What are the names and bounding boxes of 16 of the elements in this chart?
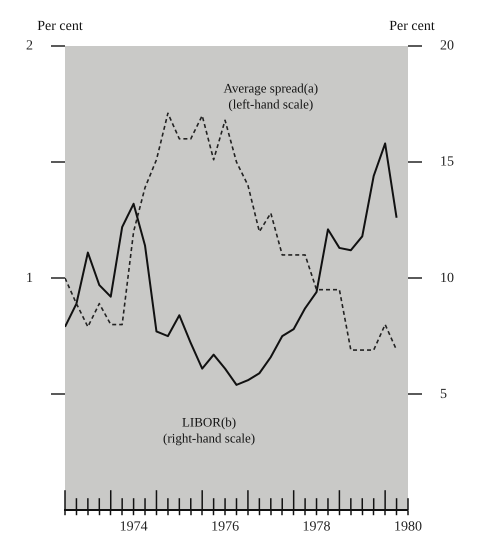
y-tick-label: 2 — [26, 38, 33, 54]
x-tick-label: 1974 — [120, 519, 148, 534]
y-axis-title: Per cent — [37, 19, 83, 34]
x-tick-label: 1976 — [211, 519, 240, 534]
text: LIBOR(b) — [182, 414, 236, 430]
y2-tick-label: 10 — [440, 270, 454, 286]
x-tick-label: 1978 — [302, 519, 331, 534]
y-tick-label: 1 — [26, 270, 33, 286]
y2-tick-label: 5 — [440, 386, 447, 402]
series-label: Average spread(a) — [223, 80, 318, 96]
y2-tick-label: 15 — [440, 154, 454, 170]
y2-tick-label: 20 — [440, 38, 454, 54]
y2-axis-title: Per cent — [389, 19, 435, 34]
x-tick-label: 1980 — [394, 519, 422, 534]
annotation: (left-hand scale) — [228, 96, 314, 112]
annotation: (right-hand scale) — [163, 430, 256, 446]
